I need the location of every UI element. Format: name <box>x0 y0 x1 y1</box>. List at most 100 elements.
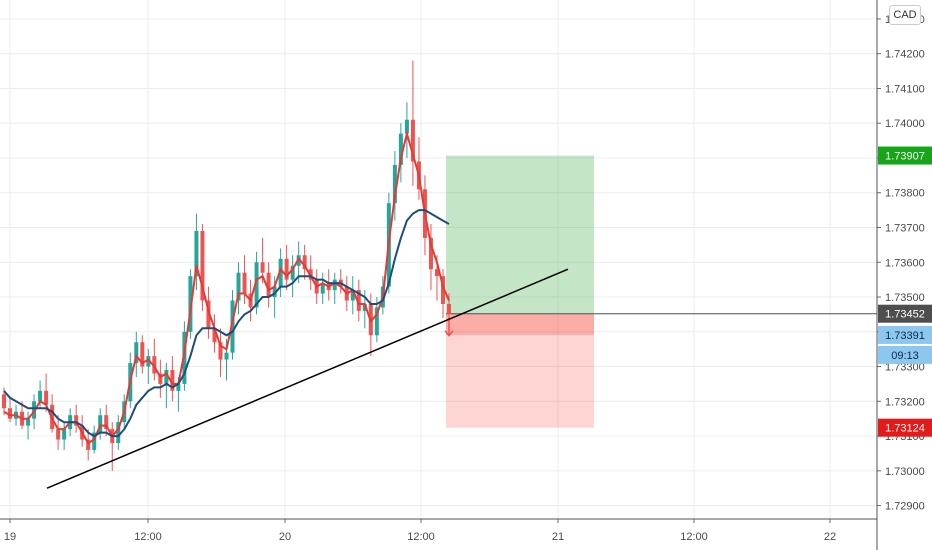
candle <box>332 272 337 304</box>
candle-body <box>224 352 229 360</box>
candle <box>140 335 145 374</box>
moving-average-lines <box>3 129 450 445</box>
candle-body <box>332 279 337 291</box>
chart-grid <box>0 0 877 519</box>
candle <box>8 397 13 423</box>
x-tick-label: 12:00 <box>134 531 162 543</box>
x-tick-label: 12:00 <box>680 531 708 543</box>
currency-badge[interactable]: CAD <box>889 5 921 25</box>
candle-body <box>404 119 409 134</box>
candle <box>356 279 361 322</box>
candle-body <box>410 119 415 162</box>
candle <box>158 359 163 398</box>
y-tick-label: 1.73800 <box>885 188 925 200</box>
candle <box>278 248 283 298</box>
y-tick-label: 1.73000 <box>885 466 925 478</box>
price-label: 1.73391 <box>878 325 932 344</box>
candle-body <box>8 408 13 419</box>
candle-body <box>434 269 439 277</box>
candle-body <box>146 356 151 367</box>
candle <box>194 213 199 291</box>
candle <box>272 276 277 318</box>
price-label-bg <box>878 325 932 344</box>
candle-body <box>26 418 31 426</box>
candle <box>398 123 403 183</box>
y-tick-label: 1.73300 <box>885 362 925 374</box>
price-label-bg <box>878 345 932 364</box>
candle <box>104 404 109 437</box>
price-axis-labels: 1.73907 1.73452 1.73391 09:13 1.73124 <box>878 146 932 437</box>
candle-body <box>38 390 43 402</box>
candle-body <box>374 307 379 336</box>
loss-zone <box>446 313 594 428</box>
candle <box>146 349 151 384</box>
y-tick-label: 1.74000 <box>885 118 925 130</box>
candle <box>290 255 295 298</box>
candle <box>74 404 79 433</box>
candle <box>284 244 289 291</box>
candle-body <box>158 373 163 384</box>
candle <box>170 356 175 402</box>
current-loss-band <box>446 313 594 335</box>
candle-body <box>86 439 91 450</box>
price-label-bg <box>878 304 932 323</box>
candle-body <box>272 286 277 298</box>
candle-body <box>447 303 451 315</box>
x-tick-label: 12:00 <box>407 531 435 543</box>
candle-body <box>200 230 205 301</box>
candle-body <box>164 370 169 384</box>
candle <box>320 272 325 304</box>
y-tick-label: 1.72900 <box>885 501 925 513</box>
price-label-text: 1.73452 <box>885 309 925 321</box>
candle <box>110 422 115 471</box>
candle-body <box>206 300 211 329</box>
price-label-text: 1.73907 <box>885 151 925 163</box>
candle-body <box>44 390 49 405</box>
candle <box>38 380 43 409</box>
x-tick-label: 22 <box>824 531 836 543</box>
trendline-drawing[interactable] <box>46 268 569 489</box>
candle <box>218 328 223 377</box>
candle-body <box>212 328 217 343</box>
y-tick-label: 1.73200 <box>885 396 925 408</box>
position-tool[interactable] <box>444 155 877 428</box>
candle <box>116 415 121 450</box>
candle-body <box>260 262 265 273</box>
candle-body <box>398 133 403 165</box>
candle <box>440 269 445 318</box>
candle-body <box>254 262 259 308</box>
candle-body <box>74 415 79 426</box>
y-tick-label: 1.74100 <box>885 83 925 95</box>
candle-body <box>140 342 145 367</box>
candle-body <box>104 415 109 430</box>
price-label-text: 1.73391 <box>885 330 925 342</box>
candle <box>98 408 103 440</box>
candle-body <box>2 394 6 409</box>
candle-body <box>266 272 271 298</box>
price-label-text: 09:13 <box>891 350 919 362</box>
candle-body <box>242 272 247 294</box>
x-tick-label: 21 <box>552 531 564 543</box>
candle-body <box>98 415 103 433</box>
candle <box>26 411 31 440</box>
trendline <box>46 268 569 489</box>
y-tick-label: 1.73600 <box>885 257 925 269</box>
candle <box>428 224 433 291</box>
candle <box>410 60 415 186</box>
profit-zone <box>446 155 594 314</box>
candle-body <box>302 255 307 270</box>
candle <box>200 224 205 311</box>
candle <box>392 151 397 221</box>
candle-body <box>236 272 241 301</box>
candle-body <box>152 356 157 374</box>
candle <box>266 262 271 308</box>
candle-body <box>428 237 433 270</box>
candle-body <box>356 290 361 311</box>
price-label: 1.73452 <box>878 304 932 323</box>
candle <box>134 331 139 377</box>
candle-body <box>278 258 283 287</box>
candle-body <box>194 230 199 277</box>
candle <box>62 422 67 450</box>
price-label-text: 1.73124 <box>885 423 925 435</box>
